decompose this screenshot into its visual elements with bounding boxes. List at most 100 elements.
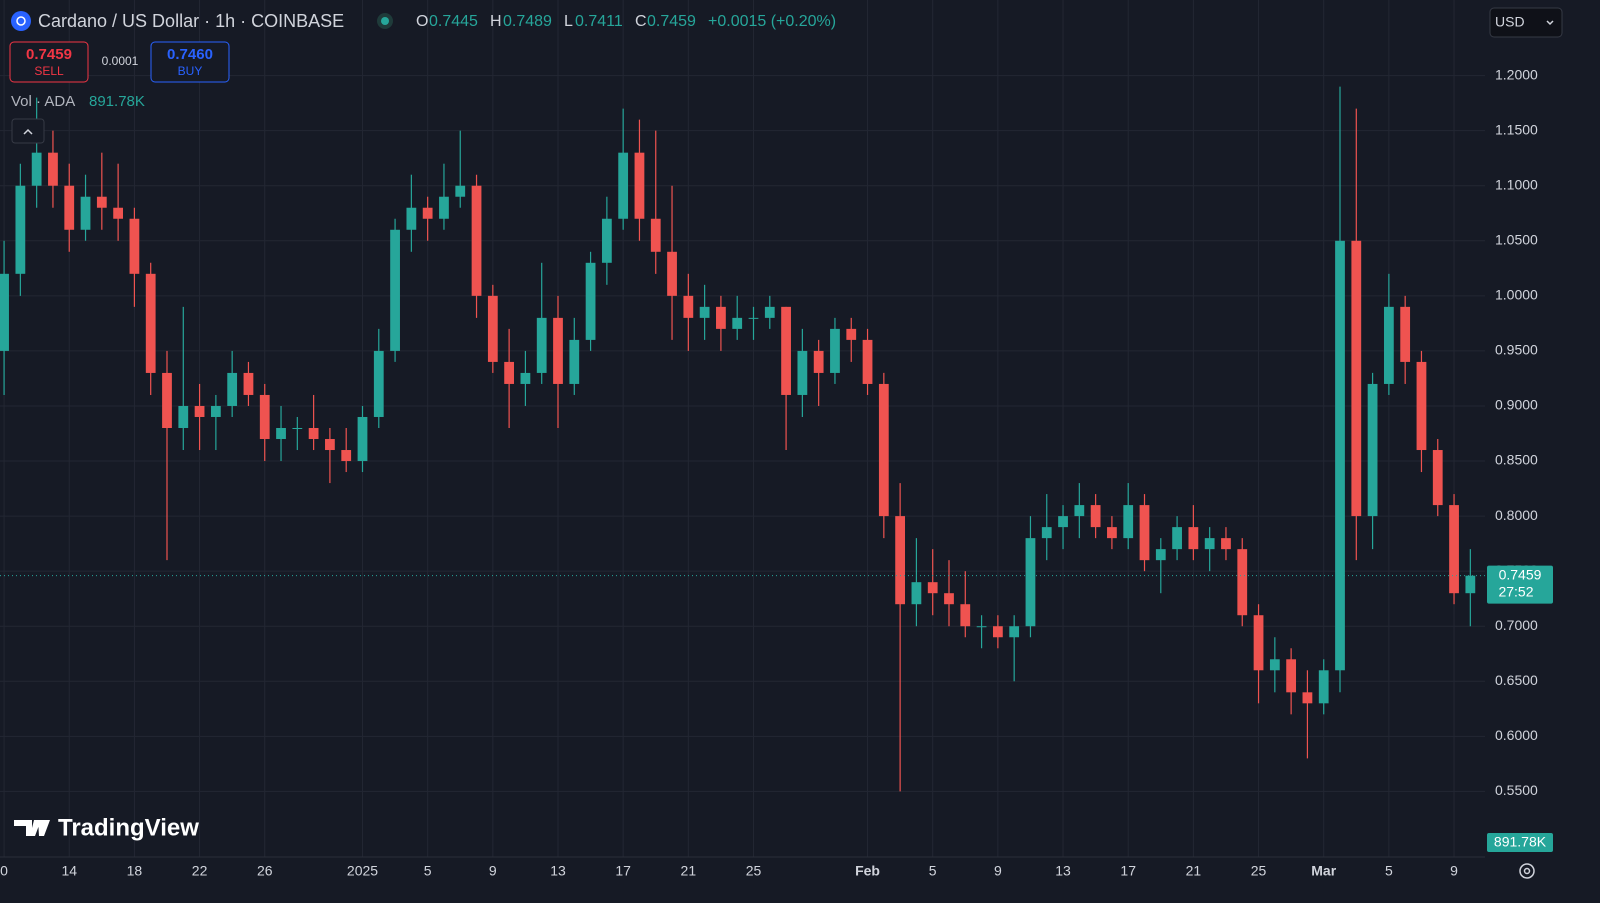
candle-body	[1302, 692, 1313, 704]
y-tick-label: 0.6000	[1495, 727, 1538, 743]
dropdown-arrow	[1546, 20, 1554, 26]
candle-body	[1090, 505, 1101, 528]
candle-body	[162, 372, 172, 428]
x-tick-label: 9	[994, 863, 1002, 879]
candle-body	[683, 295, 694, 318]
candle-body	[1172, 527, 1182, 550]
currency-select[interactable]	[1489, 7, 1563, 38]
volume-label: Vol · ADA	[11, 93, 75, 110]
candle-body	[113, 207, 124, 219]
candle-body	[1318, 670, 1329, 704]
candle-body	[699, 306, 710, 318]
spread: 0.0001	[102, 54, 139, 68]
y-tick-label: 1.1500	[1495, 121, 1538, 137]
x-tick-label: 25	[746, 863, 762, 879]
candle-body	[667, 251, 677, 296]
candle-body	[390, 229, 400, 351]
x-tick-label: 17	[615, 863, 631, 879]
candle-body	[520, 372, 531, 384]
ohlc-value: 0.7445	[429, 13, 478, 30]
logo-icon	[14, 820, 50, 836]
x-tick-label: 9	[489, 863, 497, 879]
candle-body	[31, 152, 42, 186]
x-tick-label: 5	[929, 863, 937, 879]
settings-icon-center	[1523, 867, 1531, 875]
status-dot	[381, 17, 389, 25]
candle-body	[1155, 549, 1166, 561]
currency-label: USD	[1495, 14, 1525, 30]
x-tick-label: 26	[257, 863, 273, 879]
y-tick-label: 0.8500	[1495, 452, 1538, 468]
candle-body	[748, 317, 759, 319]
candle-body	[178, 405, 189, 428]
volume-tag-text: 891.78K	[1494, 834, 1547, 850]
x-tick-label: 0	[0, 863, 8, 879]
candle-body	[129, 218, 140, 274]
candle-body	[145, 273, 156, 373]
buy-button[interactable]	[150, 41, 230, 83]
countdown: 27:52	[1498, 583, 1533, 599]
candle-body	[1107, 527, 1117, 539]
candle-body	[96, 196, 107, 208]
candle-body	[0, 273, 9, 351]
candle-body	[1383, 306, 1394, 384]
ohlc-change: +0.0015 (+0.20%)	[708, 13, 836, 30]
y-tick-label: 1.1000	[1495, 176, 1538, 192]
candle-body	[1074, 505, 1085, 517]
candle-body	[1286, 659, 1297, 693]
ohlc-label: O	[416, 13, 428, 30]
y-tick-label: 0.5500	[1495, 782, 1538, 798]
sell-label: SELL	[34, 64, 64, 78]
candle-body	[1335, 240, 1345, 671]
settings-icon[interactable]	[1519, 863, 1535, 879]
x-tick-label: 2025	[347, 863, 378, 879]
x-tick-label: 14	[61, 863, 77, 879]
ohlc-label: H	[490, 13, 502, 30]
last-price-tag	[1487, 565, 1553, 604]
candle-body	[781, 306, 791, 395]
volume-tag	[1487, 833, 1553, 852]
candle-body	[227, 372, 238, 406]
candle-body	[210, 405, 221, 417]
y-tick-label: 0.6500	[1495, 672, 1538, 688]
y-tick-label: 0.9500	[1495, 342, 1538, 358]
candle-body	[1058, 516, 1068, 528]
candle-body	[960, 604, 971, 627]
candle-body	[1041, 527, 1052, 539]
x-tick-label: Mar	[1311, 863, 1336, 879]
x-tick-label: 25	[1251, 863, 1267, 879]
candle-body	[243, 372, 254, 395]
candle-body	[1351, 240, 1362, 517]
x-tick-label: 22	[192, 863, 208, 879]
candle-body	[1432, 450, 1443, 506]
candle-body	[439, 196, 449, 219]
candle-body	[634, 152, 645, 219]
ohlc-label: L	[564, 13, 573, 30]
buy-price: 0.7460	[167, 46, 213, 63]
candle-body	[797, 350, 808, 395]
candle-body	[585, 262, 596, 340]
ohlc-value: 0.7459	[647, 13, 696, 30]
y-tick-label: 0.8000	[1495, 507, 1538, 523]
candles	[0, 86, 1476, 792]
candle-body	[15, 185, 26, 274]
candle-body	[504, 361, 515, 384]
y-tick-label: 1.0500	[1495, 231, 1538, 247]
candle-body	[64, 185, 75, 230]
candle-body	[846, 328, 857, 340]
candle-body	[569, 339, 580, 384]
candle-body	[1253, 615, 1264, 671]
candle-body	[487, 295, 498, 362]
candle-body	[1139, 505, 1150, 561]
sell-button[interactable]	[9, 41, 89, 83]
candle-body	[357, 416, 368, 462]
candle-body	[601, 218, 612, 263]
candle-body	[471, 185, 482, 296]
y-tick-label: 1.2000	[1495, 66, 1538, 82]
grid	[0, 0, 1485, 857]
sell-price: 0.7459	[26, 46, 72, 63]
candle-body	[373, 350, 384, 417]
x-tick-label: 13	[1055, 863, 1071, 879]
